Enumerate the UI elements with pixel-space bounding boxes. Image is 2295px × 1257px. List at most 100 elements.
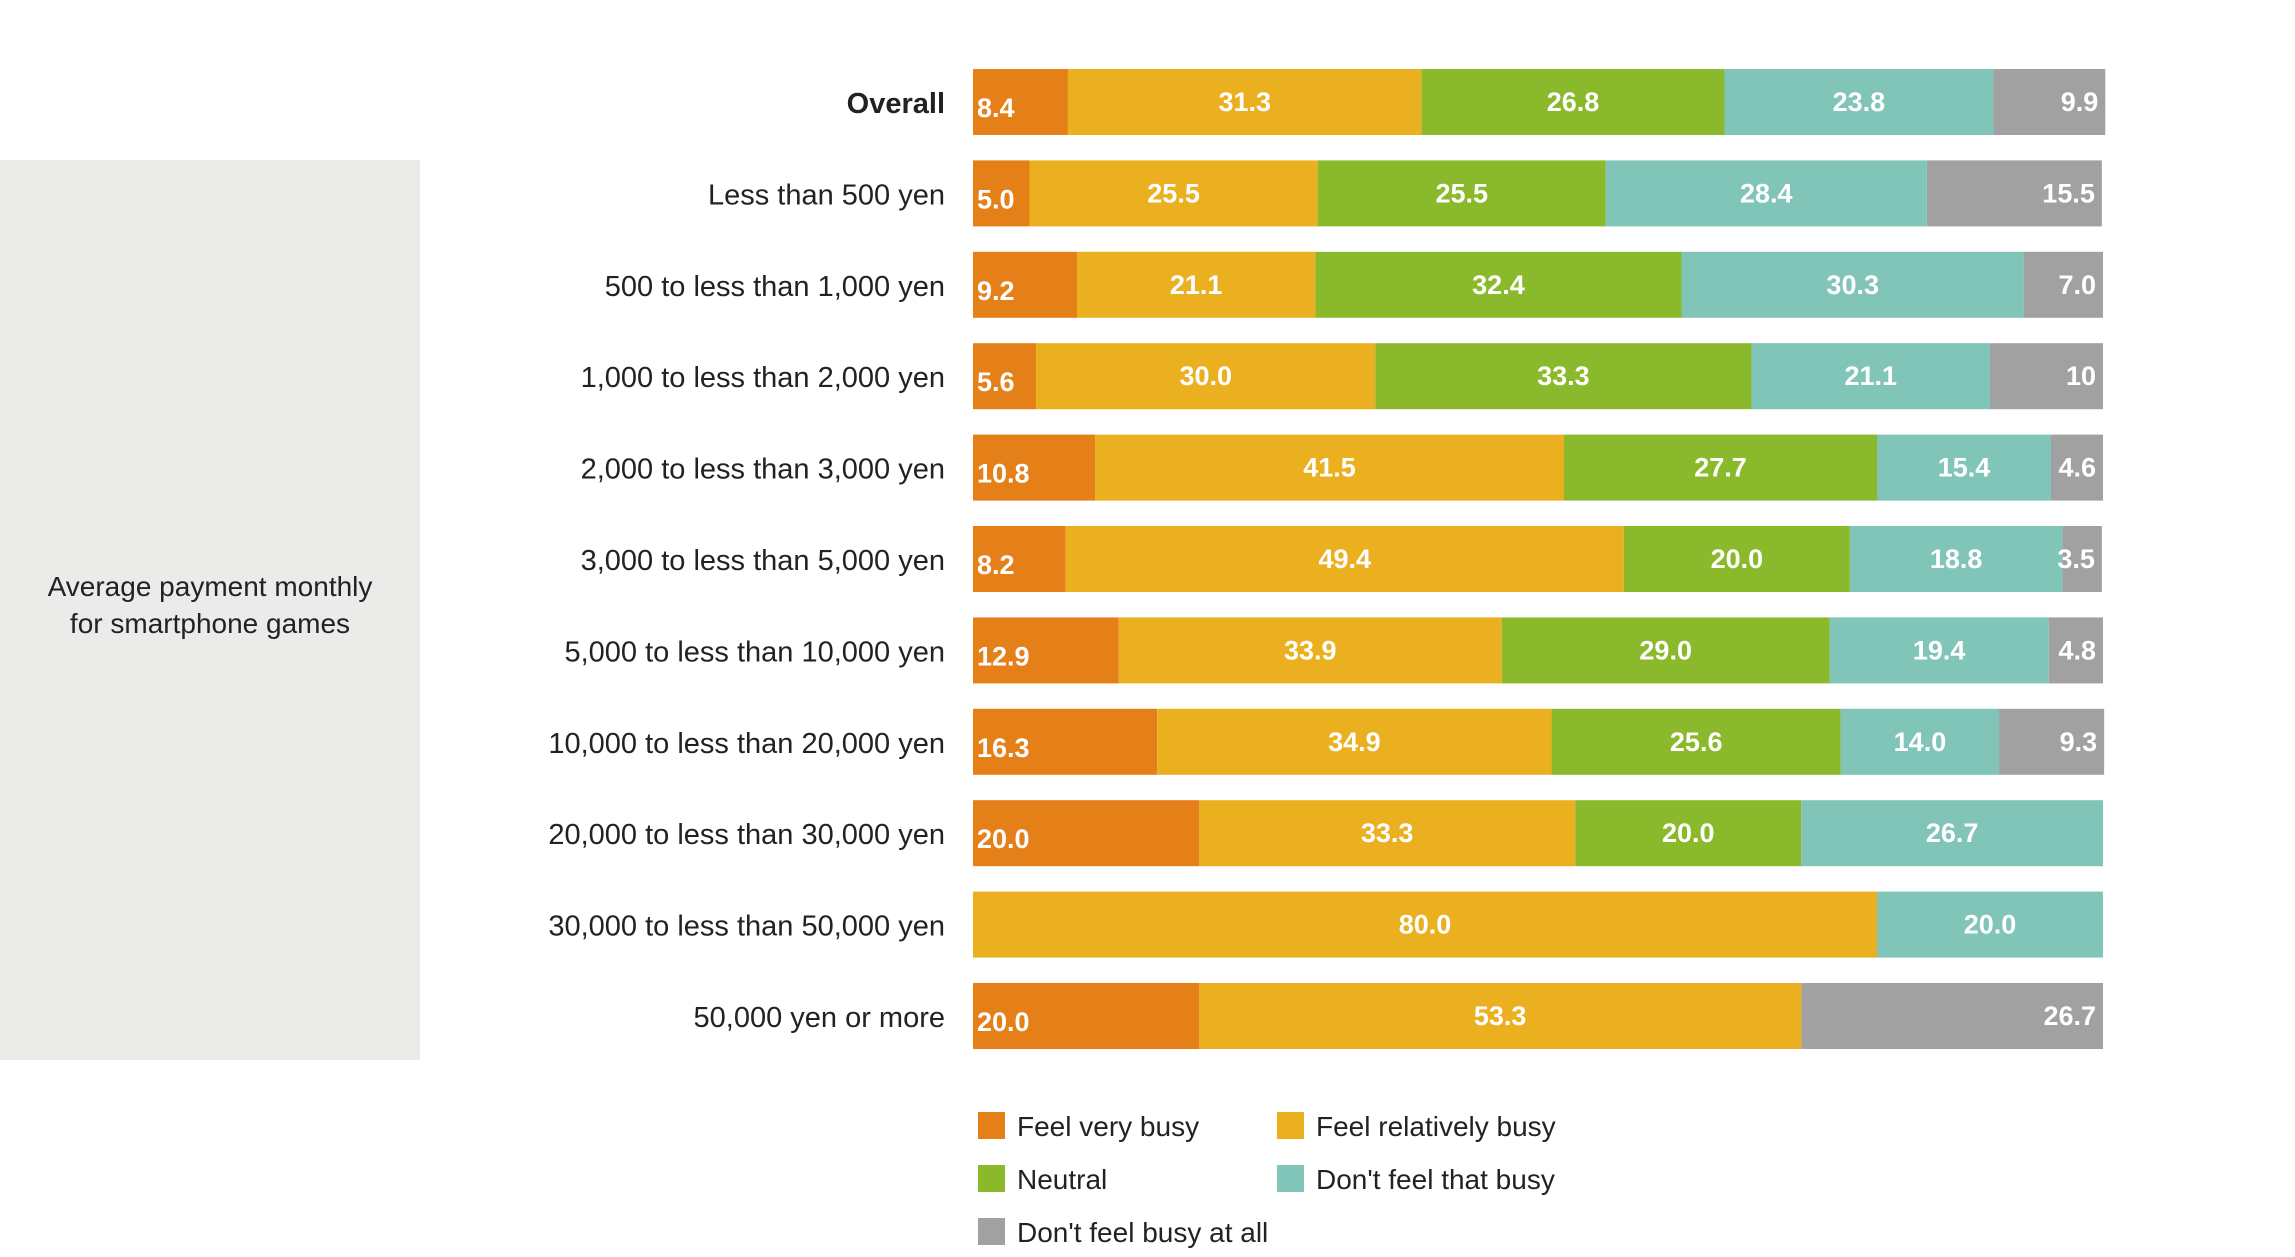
data-label: 30.0 <box>1179 361 1232 391</box>
bar-row: 20,000 to less than 30,000 yen 20.0 33.3 20… <box>548 800 2103 867</box>
bar-segment <box>1076 251 1316 318</box>
bar-segment <box>1421 69 1725 135</box>
data-label: 3.5 <box>2057 544 2095 574</box>
data-label: 7.0 <box>2058 270 2096 300</box>
bar-segment <box>1157 708 1552 775</box>
legend-item: Don't feel busy at all <box>978 1217 1268 1248</box>
bar-segment <box>973 983 1199 1049</box>
bar-segment <box>973 343 1037 410</box>
legend-item: Feel very busy <box>978 1111 1199 1142</box>
bar-segment <box>1317 160 1606 227</box>
data-label: 15.4 <box>1938 453 1991 483</box>
bar-segment <box>1315 251 1682 318</box>
bar-segment <box>973 708 1158 775</box>
bar-segment <box>1801 983 2103 1049</box>
bar-row: 10,000 to less than 20,000 yen 16.3 34.9 25… <box>548 708 2105 775</box>
data-label: 9.9 <box>2061 87 2099 117</box>
bar-row: 50,000 yen or more 20.0 53.3 26.7 <box>694 983 2103 1049</box>
bar-segment <box>1681 251 2024 318</box>
category-label: 3,000 to less than 5,000 yen <box>581 545 945 577</box>
category-label: 5,000 to less than 10,000 yen <box>564 636 945 668</box>
legend-item: Don't feel that busy <box>1277 1164 1555 1195</box>
data-label: 9.2 <box>977 276 1015 306</box>
data-label: 26.7 <box>2043 1001 2096 1031</box>
bar-segment <box>1067 69 1422 135</box>
bar-row: 5,000 to less than 10,000 yen 12.9 33.9 29.… <box>564 617 2103 684</box>
data-label: 80.0 <box>1399 910 1452 940</box>
bar-segment <box>1623 526 1850 592</box>
bar-segment <box>2048 617 2103 684</box>
data-label: 29.0 <box>1639 635 1692 665</box>
legend-label: Feel relatively busy <box>1316 1111 1556 1142</box>
bar-segment <box>1199 800 1576 867</box>
legend-item: Neutral <box>978 1164 1107 1195</box>
data-label: 20.0 <box>1711 544 1764 574</box>
data-label: 26.8 <box>1547 87 1600 117</box>
bar-row: 1,000 to less than 2,000 yen 5.6 30.0 33.3 2… <box>581 343 2103 410</box>
data-label: 21.1 <box>1170 270 1223 300</box>
bar-segment <box>1751 343 1990 410</box>
data-label: 20.0 <box>1964 910 2017 940</box>
bar-segment <box>1118 617 1502 684</box>
bar-segment <box>973 69 1068 135</box>
data-label: 10 <box>2066 361 2096 391</box>
data-label: 26.7 <box>1926 818 1979 848</box>
legend: Feel very busy Feel relatively busy Neutra… <box>978 1111 1556 1248</box>
data-label: 8.4 <box>977 93 1015 123</box>
legend-label: Don't feel busy at all <box>1017 1217 1268 1248</box>
bar-segment <box>1605 160 1927 227</box>
data-label: 20.0 <box>1662 818 1715 848</box>
legend-swatch <box>1277 1112 1304 1139</box>
bar-segment <box>1199 983 1802 1049</box>
data-label: 27.7 <box>1694 453 1747 483</box>
group-label-line: for smartphone games <box>69 608 351 639</box>
data-label: 30.3 <box>1826 270 1879 300</box>
bar-segment <box>1551 708 1841 775</box>
bar-segment <box>1095 434 1564 501</box>
data-label: 33.3 <box>1361 818 1414 848</box>
bar-segment <box>1563 434 1877 501</box>
bar-segment <box>973 891 1877 958</box>
legend-swatch <box>1277 1165 1304 1192</box>
data-label: 41.5 <box>1303 453 1356 483</box>
data-label: 25.5 <box>1435 178 1488 208</box>
bar-segment <box>1993 69 2106 135</box>
bar-segment <box>1065 526 1624 592</box>
bar-segment <box>1801 800 2103 867</box>
category-label: 2,000 to less than 3,000 yen <box>581 454 945 486</box>
legend-label: Don't feel that busy <box>1316 1164 1555 1195</box>
legend-swatch <box>978 1165 1005 1192</box>
group-label-panel <box>0 160 420 1060</box>
data-label: 21.1 <box>1845 361 1898 391</box>
bar-segment <box>973 160 1030 227</box>
legend-label: Neutral <box>1017 1164 1107 1195</box>
bar-segment <box>1724 69 1994 135</box>
data-label: 25.6 <box>1670 727 1723 757</box>
bar-row: Overall 8.4 31.3 26.8 23.8 9.9 <box>847 69 2106 135</box>
data-label: 4.8 <box>2058 635 2096 665</box>
bar-segment <box>973 800 1199 867</box>
bars-layer: Overall 8.4 31.3 26.8 23.8 9.9 Less than 500 y… <box>548 69 2106 1049</box>
bar-segment <box>1029 160 1318 227</box>
data-label: 20.0 <box>977 824 1030 854</box>
category-label: 10,000 to less than 20,000 yen <box>548 728 945 760</box>
data-label: 14.0 <box>1894 727 1947 757</box>
data-label: 10.8 <box>977 459 1030 489</box>
category-label: 1,000 to less than 2,000 yen <box>581 362 945 394</box>
legend-item: Feel relatively busy <box>1277 1111 1556 1142</box>
bar-row: 2,000 to less than 3,000 yen 10.8 41.5 27.7… <box>581 434 2103 501</box>
data-label: 15.5 <box>2042 178 2095 208</box>
bar-segment <box>2062 526 2102 592</box>
bar-segment <box>1036 343 1376 410</box>
data-label: 28.4 <box>1740 178 1793 208</box>
category-label: 500 to less than 1,000 yen <box>605 271 945 303</box>
data-label: 20.0 <box>977 1007 1030 1037</box>
bar-segment <box>973 617 1119 684</box>
data-label: 25.5 <box>1147 178 1200 208</box>
category-label: 30,000 to less than 50,000 yen <box>548 911 945 943</box>
data-label: 9.3 <box>2060 727 2098 757</box>
data-label: 23.8 <box>1833 87 1886 117</box>
bar-segment <box>1990 343 2103 410</box>
bar-segment <box>973 434 1096 501</box>
